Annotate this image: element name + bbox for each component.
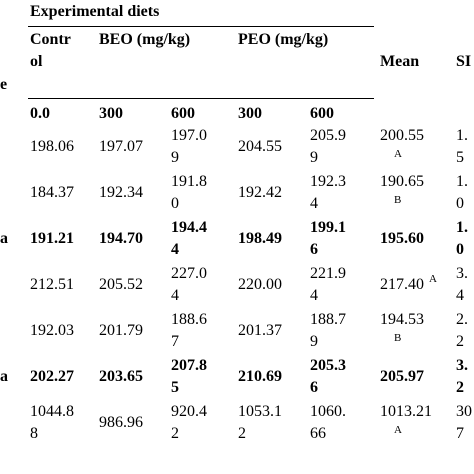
cell-peo-300-line1: 1053.1	[238, 403, 282, 420]
cell-sem-line1: 1.	[456, 219, 468, 236]
left-fragment: e	[0, 76, 8, 93]
cell-sem-line2: 7	[456, 425, 464, 442]
cell-sem-line2: 2	[456, 379, 464, 396]
cell-mean-superscript: A	[394, 148, 402, 160]
cell-peo-600-line2: 6	[310, 379, 318, 396]
cell-mean-line1: 190.65	[380, 173, 424, 190]
cell-sem-line2: 0	[456, 241, 464, 258]
cell-sem-line1: 1.	[456, 127, 468, 144]
cell-beo-600-line1: 191.8	[171, 173, 207, 190]
cell-mean-line1: 200.55	[380, 127, 424, 144]
cell-peo-600-line1: 205.3	[310, 357, 346, 374]
dose-2: 600	[171, 105, 195, 122]
cell-peo-300: 204.55	[238, 138, 282, 155]
cell-beo-600-line1: 194.4	[171, 219, 207, 236]
cell-peo-600-line1: 205.9	[310, 127, 346, 144]
cell-peo-300-line2: 2	[238, 425, 246, 442]
dose-4: 600	[310, 105, 334, 122]
dose-0: 0.0	[30, 105, 50, 122]
cell-peo-600-line1: 221.9	[310, 265, 346, 282]
header-control-line1: Contr	[30, 31, 71, 48]
cell-control: 184.37	[30, 184, 74, 201]
cell-beo-600-line1: 188.6	[171, 311, 207, 328]
cell-beo-600-line2: 9	[171, 149, 179, 166]
cell-peo-300: 192.42	[238, 184, 282, 201]
header-mean: Mean	[380, 53, 420, 70]
cell-beo-600-line1: 197.0	[171, 127, 207, 144]
header-control-line2: ol	[30, 53, 43, 70]
header-beo: BEO (mg/kg)	[99, 31, 191, 48]
header-rule-bottom	[28, 98, 374, 99]
cell-mean-superscript: B	[394, 194, 402, 206]
cell-peo-600-line2: 66	[310, 425, 326, 442]
cell-beo-300: 203.65	[99, 368, 143, 385]
cell-peo-300: 201.37	[238, 322, 282, 339]
cell-mean-line1: 194.53	[380, 311, 424, 328]
cell-beo-600-line1: 227.0	[171, 265, 207, 282]
cell-beo-600-line2: 2	[171, 425, 179, 442]
row-label-fragment: a	[0, 230, 8, 247]
cell-sem-line2: 0	[456, 195, 464, 212]
cell-beo-300: 192.34	[99, 184, 143, 201]
cell-beo-300: 194.70	[99, 230, 143, 247]
cell-control: 192.03	[30, 322, 74, 339]
cell-peo-600-line1: 192.3	[310, 173, 346, 190]
cell-mean: 195.60	[380, 230, 424, 247]
cell-beo-600-line2: 0	[171, 195, 179, 212]
cell-beo-600-line2: 5	[171, 379, 179, 396]
header-group-title: Experimental diets	[30, 3, 160, 20]
cell-mean: 205.97	[380, 368, 424, 385]
cell-mean-superscript: A	[429, 273, 437, 285]
cell-mean: 217.40	[380, 276, 424, 293]
cell-peo-600-line2: 6	[310, 241, 318, 258]
cell-peo-600-line2: 4	[310, 287, 318, 304]
cell-sem-line1: 2.	[456, 311, 468, 328]
header-rule-top	[28, 26, 374, 27]
cell-peo-600-line1: 188.7	[310, 311, 346, 328]
cell-control-line1: 1044.8	[30, 403, 74, 420]
cell-beo-600-line1: 920.4	[171, 403, 207, 420]
cell-mean-line1: 1013.21	[380, 403, 432, 420]
cell-beo-300: 205.52	[99, 276, 143, 293]
cell-control: 198.06	[30, 138, 74, 155]
cell-beo-300: 197.07	[99, 138, 143, 155]
cell-mean-superscript: A	[394, 424, 402, 436]
cell-beo-600-line2: 4	[171, 241, 179, 258]
cell-sem-line1: 1.	[456, 173, 468, 190]
cell-mean-superscript: B	[394, 332, 402, 344]
dose-1: 300	[99, 105, 123, 122]
cell-control: 191.21	[30, 230, 74, 247]
cell-beo-600-line2: 4	[171, 287, 179, 304]
cell-beo-600-line1: 207.8	[171, 357, 207, 374]
header-peo: PEO (mg/kg)	[238, 31, 329, 48]
cell-sem-line1: 3.	[456, 265, 468, 282]
cell-peo-600-line2: 9	[310, 149, 318, 166]
cell-beo-300: 986.96	[99, 414, 143, 431]
cell-control: 212.51	[30, 276, 74, 293]
cell-sem-line2: 5	[456, 149, 464, 166]
cell-control-line2: 8	[30, 425, 38, 442]
cell-sem-line1: 30	[456, 403, 472, 420]
cell-peo-600-line1: 1060.	[310, 403, 346, 420]
cell-peo-600-line1: 199.1	[310, 219, 346, 236]
row-label-fragment: a	[0, 368, 8, 385]
cell-peo-300: 210.69	[238, 368, 282, 385]
cell-sem-line2: 4	[456, 287, 464, 304]
cell-sem-line2: 2	[456, 333, 464, 350]
cell-sem-line1: 3.	[456, 357, 468, 374]
cell-peo-300: 198.49	[238, 230, 282, 247]
dose-3: 300	[238, 105, 262, 122]
cell-control: 202.27	[30, 368, 74, 385]
cell-beo-600-line2: 7	[171, 333, 179, 350]
cell-peo-600-line2: 4	[310, 195, 318, 212]
cell-beo-300: 201.79	[99, 322, 143, 339]
cell-peo-300: 220.00	[238, 276, 282, 293]
header-sem-fragment: SI	[456, 53, 472, 70]
cell-peo-600-line2: 9	[310, 333, 318, 350]
